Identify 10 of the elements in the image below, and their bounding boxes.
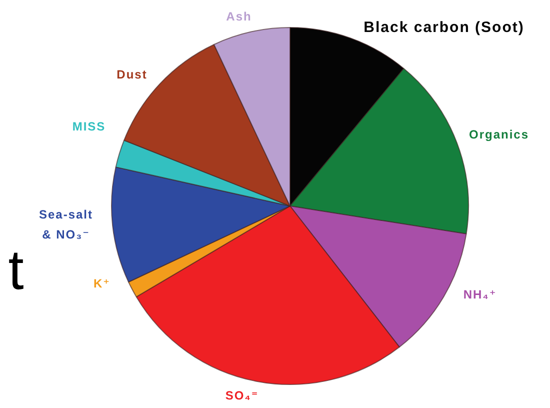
slice-label: Black carbon (Soot) — [364, 19, 524, 36]
slice-label: Organics — [468, 127, 530, 142]
text: t — [8, 238, 24, 301]
slice-label: Sea-salt & NO₃⁻ — [38, 207, 94, 242]
slice-label: NH₄⁺ — [463, 287, 497, 302]
slice-label: Dust — [116, 67, 148, 82]
slice-label: SO₄⁼ — [225, 388, 259, 402]
slice-label: K⁺ — [94, 276, 110, 290]
slice-label: Ash — [226, 9, 252, 24]
slice-label: MISS — [72, 119, 106, 134]
